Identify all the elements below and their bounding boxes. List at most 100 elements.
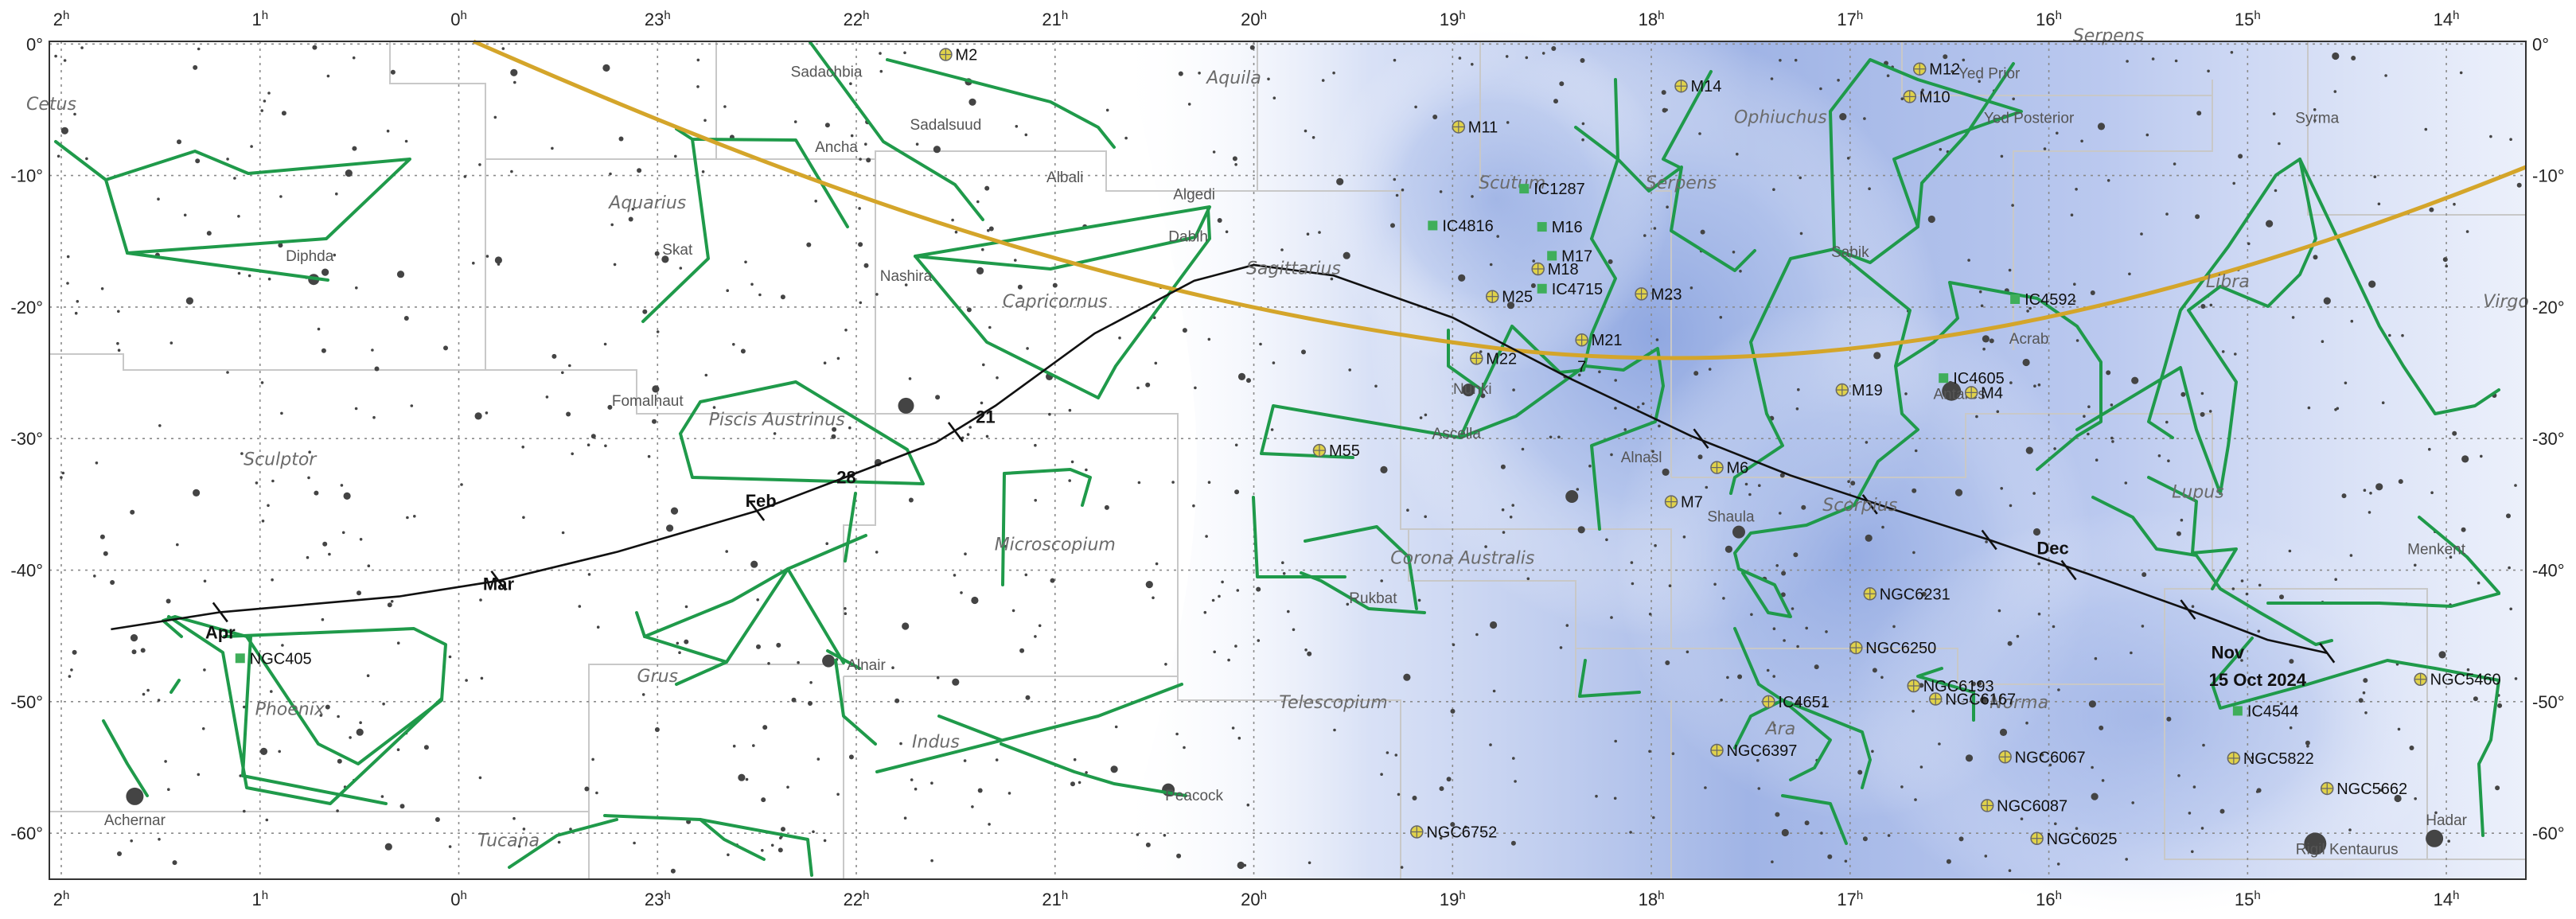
star	[259, 747, 268, 756]
star	[1999, 728, 2008, 737]
star	[761, 797, 766, 803]
object-track	[111, 263, 2328, 654]
star	[2313, 255, 2318, 260]
star	[966, 433, 970, 436]
star	[633, 841, 636, 845]
star	[1892, 625, 1896, 629]
star	[1014, 259, 1017, 262]
nebula-icon[interactable]	[2232, 706, 2243, 716]
star	[1801, 504, 1806, 510]
star	[2497, 703, 2503, 708]
star	[2461, 527, 2466, 532]
star	[712, 406, 716, 409]
star	[2480, 454, 2483, 458]
star	[2043, 147, 2047, 150]
constellation-name: Phoenix	[255, 699, 325, 719]
constellation-name: Telescopium	[1279, 693, 1387, 713]
star	[2240, 659, 2243, 662]
star	[1393, 177, 1397, 181]
path-tick	[749, 500, 766, 521]
ra-tick-label: 0h	[450, 9, 467, 29]
star	[2306, 745, 2309, 748]
star	[2459, 71, 2463, 75]
nebula-icon[interactable]	[2010, 294, 2021, 304]
star-name: Achernar	[104, 812, 166, 829]
star	[701, 170, 705, 173]
dso-label: M14	[1691, 78, 1722, 95]
star	[2091, 792, 2099, 800]
star	[1070, 460, 1074, 464]
star	[1492, 689, 1496, 693]
star	[2033, 384, 2036, 388]
ra-tick-label: 17h	[1837, 9, 1863, 29]
star	[1145, 842, 1151, 847]
star	[2094, 656, 2098, 660]
star	[1505, 55, 1509, 58]
star	[164, 760, 167, 763]
nebula-icon[interactable]	[235, 653, 245, 664]
star	[2087, 405, 2091, 408]
star	[1631, 582, 1635, 586]
star	[1686, 650, 1689, 654]
nebula-icon[interactable]	[1537, 283, 1547, 294]
star	[831, 434, 836, 439]
star	[2111, 440, 2114, 443]
star	[1654, 543, 1657, 547]
star	[1783, 639, 1786, 642]
star	[1246, 803, 1250, 807]
star	[312, 45, 318, 50]
star	[1034, 499, 1037, 502]
star	[1726, 676, 1729, 680]
dec-tick-label-right: -20°	[2532, 298, 2565, 317]
ra-tick-label: 18h	[1639, 9, 1665, 29]
star	[696, 85, 700, 88]
dec-tick-label-left: -50°	[10, 692, 43, 712]
star	[568, 364, 571, 368]
star	[1178, 71, 1183, 76]
dso-label: M10	[1919, 88, 1951, 106]
star	[337, 758, 342, 764]
star	[2192, 785, 2196, 789]
star	[963, 759, 967, 762]
star	[2368, 280, 2376, 288]
star	[2097, 123, 2106, 130]
star	[2000, 487, 2003, 490]
star	[812, 830, 815, 834]
star	[1221, 580, 1224, 584]
star	[2373, 175, 2377, 178]
star	[2434, 811, 2438, 815]
nebula-icon[interactable]	[1537, 222, 1547, 232]
star	[1458, 274, 1466, 282]
nebula-icon[interactable]	[1939, 373, 1949, 384]
star	[2016, 634, 2020, 638]
star	[2053, 447, 2056, 450]
star	[1980, 696, 1988, 704]
nebula-icon[interactable]	[1547, 251, 1557, 261]
star	[631, 208, 635, 211]
star	[779, 836, 782, 839]
ra-tick-label: 2h	[53, 889, 70, 909]
star	[337, 715, 340, 718]
star	[1237, 861, 1245, 870]
nebula-icon[interactable]	[1428, 220, 1438, 231]
star	[875, 551, 879, 554]
star	[2506, 513, 2511, 519]
star	[1722, 597, 1725, 600]
nebula-icon[interactable]	[1519, 184, 1530, 194]
star	[902, 622, 910, 630]
star	[1155, 562, 1159, 566]
star	[2363, 678, 2368, 683]
path-tick	[2060, 559, 2077, 581]
bright-star	[2304, 832, 2327, 855]
star	[2465, 230, 2469, 233]
star	[670, 507, 679, 515]
star	[1757, 787, 1761, 790]
star	[2362, 691, 2366, 695]
star	[2083, 415, 2086, 418]
star	[1439, 786, 1444, 792]
star	[1145, 382, 1151, 387]
star	[167, 788, 170, 791]
star	[2165, 420, 2169, 424]
dso-label: IC4816	[1442, 217, 1494, 235]
